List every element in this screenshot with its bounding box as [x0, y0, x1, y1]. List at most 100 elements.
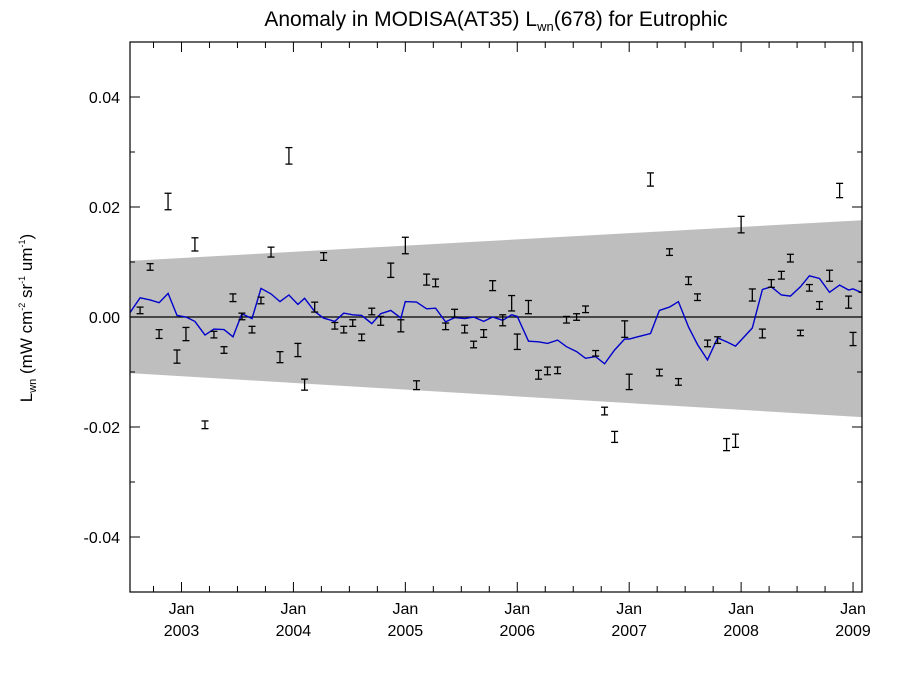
x-tick-label-year: 2006: [499, 623, 535, 640]
chart-title-prefix: Anomaly in MODISA(AT35) L: [264, 8, 538, 31]
x-tick-label-month: Jan: [728, 601, 754, 618]
y-tick-label: 0.04: [89, 90, 120, 107]
chart-title-sub: wn: [537, 19, 554, 35]
x-tick-label-month: Jan: [504, 601, 530, 618]
data-point: [182, 326, 190, 342]
data-point: [748, 288, 756, 302]
x-tick-label-month: Jan: [840, 601, 866, 618]
data-point: [377, 315, 385, 326]
y-tick-label: 0.00: [89, 310, 120, 327]
data-point: [201, 420, 209, 430]
data-point: [524, 299, 532, 315]
x-tick-label-month: Jan: [392, 601, 418, 618]
data-point: [480, 328, 488, 339]
x-tick-label-year: 2009: [835, 623, 871, 640]
data-point: [349, 319, 357, 328]
data-point: [173, 349, 181, 364]
data-point: [693, 293, 701, 302]
data-point: [489, 280, 497, 292]
data-point: [815, 300, 823, 310]
data-point: [397, 319, 405, 333]
data-point: [210, 330, 218, 339]
data-point: [625, 373, 633, 391]
data-point: [714, 336, 722, 345]
data-point: [276, 350, 284, 364]
data-point: [723, 437, 731, 452]
data-point: [858, 280, 862, 293]
data-point: [655, 368, 663, 377]
data-point: [331, 321, 339, 330]
data-point: [535, 369, 543, 380]
data-point: [685, 276, 693, 286]
data-point: [238, 312, 246, 321]
data-point: [136, 306, 144, 315]
data-point: [777, 270, 785, 280]
smoothed-anomaly-line: [130, 275, 862, 365]
data-point: [611, 430, 619, 444]
x-tick-label-year: 2007: [611, 623, 647, 640]
x-tick-label-year: 2005: [388, 623, 424, 640]
data-point: [413, 380, 421, 391]
y-tick-label: -0.04: [84, 530, 121, 547]
data-point: [582, 305, 590, 314]
data-point: [543, 366, 551, 376]
data-point: [229, 293, 237, 303]
y-tick-label: -0.02: [84, 420, 121, 437]
data-point: [737, 215, 745, 234]
data-point: [499, 314, 507, 327]
data-point: [442, 322, 450, 331]
data-point: [621, 320, 629, 339]
data-point: [563, 315, 571, 324]
data-point: [849, 331, 857, 347]
x-tick-label-year: 2003: [164, 623, 200, 640]
data-point: [311, 301, 319, 313]
data-point: [358, 333, 366, 342]
data-point: [601, 406, 609, 416]
data-point: [796, 329, 804, 337]
data-point: [786, 253, 794, 263]
data-point: [554, 366, 562, 375]
data-point: [220, 346, 228, 354]
data-point: [285, 146, 293, 165]
data-point: [646, 172, 654, 187]
data-point: [248, 325, 256, 334]
data-point: [470, 340, 478, 349]
chart-title: Anomaly in MODISA(AT35) Lwn(678) for Eut…: [130, 8, 862, 34]
y-tick-label: 0.02: [89, 200, 120, 217]
x-tick-label-month: Jan: [281, 601, 307, 618]
data-point: [805, 283, 813, 292]
data-point: [387, 262, 395, 279]
data-point: [294, 342, 302, 358]
x-tick-label-year: 2008: [723, 623, 759, 640]
data-point: [704, 339, 712, 348]
data-point: [164, 192, 172, 211]
data-point: [767, 278, 775, 288]
data-point: [592, 349, 600, 357]
data-point: [826, 269, 834, 282]
data-point: [301, 378, 309, 391]
data-point: [155, 328, 163, 340]
chart-title-suffix: (678) for Eutrophic: [553, 8, 728, 31]
x-tick-label-year: 2004: [276, 623, 312, 640]
data-point: [508, 294, 516, 312]
data-point: [320, 251, 328, 262]
data-point: [368, 307, 376, 316]
data-point: [573, 313, 581, 321]
data-point: [340, 325, 348, 334]
data-point: [401, 236, 409, 255]
data-point: [451, 308, 459, 318]
x-tick-label-month: Jan: [616, 601, 642, 618]
data-point: [461, 324, 469, 334]
data-point: [665, 248, 673, 257]
data-point: [423, 273, 431, 286]
data-point: [146, 262, 154, 271]
data-point: [267, 246, 275, 258]
data-point: [257, 296, 265, 305]
data-point: [674, 377, 682, 386]
data-point: [836, 182, 844, 199]
data-point: [191, 237, 199, 252]
data-point: [732, 433, 740, 449]
data-point: [758, 328, 766, 339]
data-point: [845, 295, 853, 309]
